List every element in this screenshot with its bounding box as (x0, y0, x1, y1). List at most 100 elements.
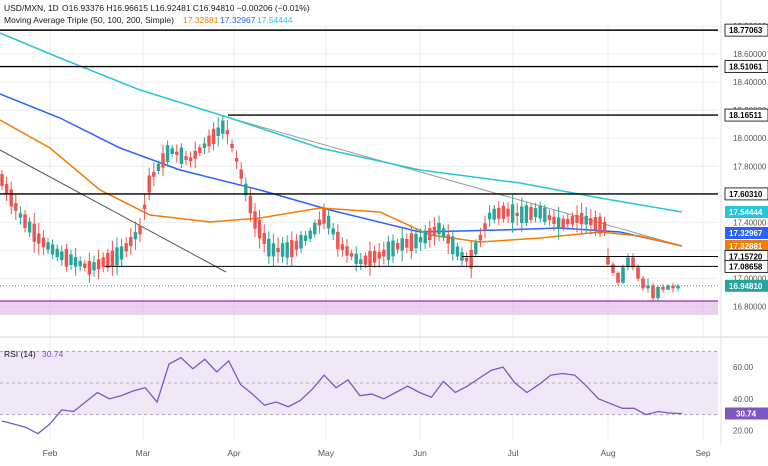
history-candle-body (515, 212, 519, 216)
history-candle-body (50, 244, 55, 255)
history-candle-body (188, 157, 193, 162)
ma-label: Moving Average Triple (50, 100, 200, Sim… (4, 15, 174, 25)
history-candle-body (230, 143, 234, 149)
price-tick-label: 18.60000 (733, 50, 767, 59)
price-label-box (724, 187, 768, 201)
time-tick-label: Jun (413, 448, 427, 458)
history-candle-body (584, 215, 588, 225)
price-label-text: 17.15720 (729, 252, 763, 261)
history-candle-body (133, 232, 138, 240)
history-candle-body (14, 203, 18, 211)
price-tick-label: 17.00000 (733, 275, 767, 284)
candle-body (641, 278, 645, 289)
history-candle-body (336, 231, 340, 250)
history-candle-body (561, 218, 565, 228)
history-candle-body (464, 257, 469, 262)
rsi-panel (0, 336, 768, 435)
rsi-tick-label: 60.00 (733, 363, 754, 372)
candle-body (651, 285, 655, 299)
history-candle-body (184, 156, 188, 160)
history-candle-body (483, 223, 487, 231)
history-candle-body (359, 259, 363, 265)
candle-body (666, 285, 670, 290)
history-candle-body (382, 249, 386, 257)
price-label-box (725, 206, 768, 218)
price-label-text: 17.08658 (729, 262, 763, 271)
horizontal-levels (0, 29, 718, 287)
candles (0, 115, 680, 301)
candle-body (676, 285, 680, 289)
history-candle-body (368, 251, 372, 266)
history-candle-body (18, 213, 23, 218)
time-tick-label: Feb (43, 448, 58, 458)
history-candle-body (221, 120, 225, 134)
history-candle-body (299, 234, 303, 249)
history-candle-body (418, 237, 423, 243)
history-candle-body (303, 235, 308, 242)
history-candle-body (262, 232, 266, 244)
rsi-label-text: 30.74 (736, 409, 757, 418)
history-candle-body (239, 169, 243, 179)
history-candle-body (552, 216, 556, 224)
rsi-value: 30.74 (42, 349, 64, 359)
history-candle-body (175, 151, 179, 156)
history-candle-body (570, 216, 575, 225)
history-candle-body (547, 215, 552, 221)
time-axis: Feb Mar Apr May Jun Jul Aug Sep (43, 448, 711, 458)
history-candle-body (538, 205, 542, 219)
history-candle-body (225, 130, 230, 135)
price-tick-label: 18.40000 (733, 78, 767, 87)
history-candle-body (152, 171, 156, 177)
history-candle-body (4, 183, 9, 194)
history-candle-body (451, 236, 455, 255)
history-candle-body (441, 228, 446, 238)
history-candle-body (138, 225, 142, 235)
history-candle-body (92, 262, 96, 271)
history-candle-body (234, 158, 239, 162)
price-label-box (725, 279, 768, 292)
rsi-tick-label: 40.00 (733, 395, 754, 404)
history-candle-body (510, 204, 515, 223)
trend-line-1 (0, 149, 227, 273)
time-tick-label: Aug (600, 448, 615, 458)
rsi-band (0, 351, 718, 415)
history-candle-body (96, 259, 101, 270)
rsi-line (1, 356, 683, 435)
history-candle-body (340, 244, 345, 250)
history-candle-body (110, 250, 115, 266)
sma200-line (0, 32, 683, 213)
history-candle-body (27, 221, 32, 233)
history-candle-body (179, 147, 184, 164)
history-candle-body (492, 208, 496, 220)
price-label-text: 18.16511 (729, 111, 762, 120)
trend-line-2 (225, 116, 683, 247)
time-tick-label: Mar (136, 448, 151, 458)
rsi-tick-label: 20.00 (733, 427, 754, 436)
history-candle-body (165, 145, 170, 163)
history-candle-body (207, 135, 211, 147)
price-label-box (724, 259, 768, 273)
history-candle-body (280, 243, 285, 257)
history-candle-body (432, 226, 437, 236)
history-candle-body (598, 216, 602, 234)
history-candle-body (395, 243, 400, 250)
price-label-text: 16.94810 (729, 282, 763, 291)
history-candle-body (317, 219, 322, 226)
support-zone (0, 300, 718, 315)
price-label-box (725, 240, 768, 252)
price-label-box (724, 60, 768, 73)
history-candle-body (575, 214, 579, 223)
ma200-value: 17.54444 (257, 15, 293, 25)
history-candle-body (170, 148, 174, 154)
ma100-value: 17.32967 (220, 15, 256, 25)
candle-body (646, 285, 650, 289)
history-candle-body (41, 237, 46, 248)
price-tick-label: 18.00000 (733, 134, 767, 143)
history-candle-body (248, 195, 253, 214)
price-label-text: 18.77063 (729, 26, 763, 35)
time-tick-label: Sep (695, 448, 710, 458)
history-candle-body (409, 233, 414, 252)
ohlc-label: O16.93376 H16.96615 L16.92481 C16.94810 … (62, 3, 310, 13)
history-candle-body (474, 242, 478, 255)
